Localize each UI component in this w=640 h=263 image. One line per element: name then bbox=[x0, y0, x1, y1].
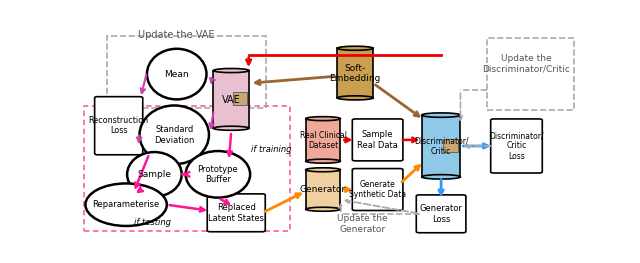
FancyBboxPatch shape bbox=[95, 97, 143, 155]
FancyBboxPatch shape bbox=[352, 119, 403, 161]
Ellipse shape bbox=[147, 49, 207, 99]
Ellipse shape bbox=[127, 152, 182, 197]
Text: Sample: Sample bbox=[138, 170, 172, 179]
FancyBboxPatch shape bbox=[213, 70, 249, 128]
Text: Sample
Real Data: Sample Real Data bbox=[357, 130, 398, 150]
Text: Discriminator/
Critic
Loss: Discriminator/ Critic Loss bbox=[489, 131, 544, 161]
FancyBboxPatch shape bbox=[422, 115, 460, 177]
Ellipse shape bbox=[422, 175, 460, 179]
Text: Generator: Generator bbox=[300, 185, 346, 194]
Ellipse shape bbox=[337, 96, 373, 100]
Ellipse shape bbox=[306, 117, 340, 121]
FancyBboxPatch shape bbox=[491, 119, 542, 173]
Text: Update the VAE: Update the VAE bbox=[138, 30, 215, 40]
Ellipse shape bbox=[186, 151, 250, 198]
Text: Reconstruction
Loss: Reconstruction Loss bbox=[88, 116, 148, 135]
Ellipse shape bbox=[422, 113, 460, 117]
Text: Mean: Mean bbox=[164, 70, 189, 79]
Ellipse shape bbox=[213, 126, 249, 130]
Text: Standard
Deviation: Standard Deviation bbox=[154, 125, 195, 145]
Text: if training: if training bbox=[251, 144, 292, 154]
Ellipse shape bbox=[306, 168, 340, 172]
FancyBboxPatch shape bbox=[233, 93, 246, 105]
FancyBboxPatch shape bbox=[306, 170, 340, 209]
FancyBboxPatch shape bbox=[443, 139, 458, 152]
Ellipse shape bbox=[86, 184, 167, 226]
Text: Update the
Generator: Update the Generator bbox=[337, 214, 388, 234]
Text: Generate
Synthetic Data: Generate Synthetic Data bbox=[349, 180, 406, 199]
FancyBboxPatch shape bbox=[306, 119, 340, 161]
Text: Prototype
Buffer: Prototype Buffer bbox=[198, 165, 238, 184]
FancyBboxPatch shape bbox=[352, 169, 403, 210]
Ellipse shape bbox=[140, 105, 209, 164]
Ellipse shape bbox=[306, 159, 340, 163]
Text: VAE: VAE bbox=[222, 95, 241, 105]
Text: if testing: if testing bbox=[134, 219, 171, 227]
Ellipse shape bbox=[306, 207, 340, 211]
Ellipse shape bbox=[213, 68, 249, 73]
Text: Discriminator/
Critic: Discriminator/ Critic bbox=[414, 137, 468, 156]
FancyBboxPatch shape bbox=[337, 48, 373, 98]
Text: Soft-
Embedding: Soft- Embedding bbox=[330, 64, 381, 83]
Text: Generator
Loss: Generator Loss bbox=[420, 204, 463, 224]
Text: Real Clinical
Dataset: Real Clinical Dataset bbox=[300, 131, 346, 150]
Ellipse shape bbox=[337, 46, 373, 50]
Text: Update the
Discriminator/Critic: Update the Discriminator/Critic bbox=[483, 54, 570, 74]
FancyBboxPatch shape bbox=[207, 194, 265, 232]
Text: Replaced
Latent States: Replaced Latent States bbox=[208, 203, 264, 222]
Text: Reparameterise: Reparameterise bbox=[93, 200, 160, 209]
FancyBboxPatch shape bbox=[416, 195, 466, 233]
